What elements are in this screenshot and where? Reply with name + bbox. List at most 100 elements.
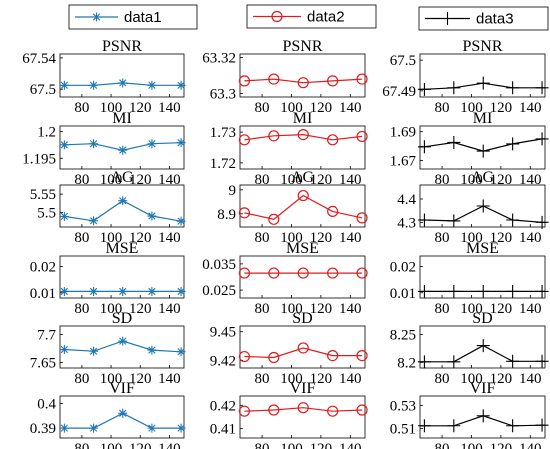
x-tick-label: 80: [255, 441, 270, 449]
data-point: [89, 346, 99, 356]
panel-title: PSNR: [102, 38, 142, 55]
y-tick-label: 7.7: [37, 327, 56, 343]
x-tick-label: 140: [158, 301, 181, 317]
data-point: [417, 213, 431, 227]
data-point: [327, 405, 339, 417]
x-tick-label: 140: [158, 172, 181, 188]
panel-psnr-data2: PSNR 63.32 63.3 80 100 120 140: [202, 38, 368, 116]
data-point: [476, 409, 490, 423]
data-point: [297, 267, 309, 279]
plot-frame: [419, 395, 546, 439]
legend-marker: [92, 12, 101, 22]
panel-mse-data3: MSE 0.02 0.01 80 100 120 140: [390, 240, 549, 317]
data-point: [89, 139, 99, 149]
data-point: [297, 77, 309, 89]
data-point: [118, 145, 128, 155]
x-tick-label: 140: [339, 441, 362, 449]
x-tick-label: 80: [74, 100, 89, 116]
data-point: [268, 130, 280, 142]
data-point: [506, 284, 520, 298]
data-point: [118, 78, 128, 88]
y-tick-label: 0.035: [202, 257, 236, 273]
data-point: [447, 214, 461, 228]
series-line: [420, 344, 545, 363]
data-point: [238, 75, 251, 87]
panel-title: VIF: [470, 380, 496, 397]
x-tick-label: 120: [490, 441, 513, 449]
y-tick-label: 63.32: [202, 51, 236, 67]
panel-vif-data1: VIF 0.4 0.39 80 100 120 140: [30, 380, 186, 449]
x-tick-label: 140: [158, 441, 181, 449]
y-tick-label: 9.42: [210, 353, 236, 369]
x-tick-label: 80: [435, 301, 450, 317]
y-tick-label: 9: [229, 183, 237, 199]
x-tick-label: 140: [519, 301, 542, 317]
y-tick-label: 0.02: [390, 260, 416, 276]
data-point: [535, 215, 549, 229]
data-point: [417, 140, 431, 154]
data-point: [89, 216, 99, 226]
plot-frame: [239, 395, 366, 439]
x-tick-label: 140: [158, 100, 181, 116]
data-point: [447, 355, 461, 369]
x-tick-label: 100: [460, 371, 483, 387]
y-tick-label: 67.49: [382, 84, 416, 100]
x-tick-label: 120: [129, 441, 152, 449]
x-tick-label: 80: [255, 301, 270, 317]
panel-title: MI: [293, 110, 313, 127]
y-tick-label: 0.01: [390, 286, 416, 302]
y-tick-label: 0.01: [30, 286, 56, 302]
x-tick-label: 120: [310, 441, 333, 449]
x-tick-label: 100: [280, 230, 303, 246]
x-tick-label: 120: [129, 301, 152, 317]
panel-psnr-data1: PSNR 67.54 67.5 80 100 120 140: [22, 38, 186, 116]
y-tick-label: 1.72: [210, 156, 236, 172]
x-tick-label: 100: [280, 100, 303, 116]
data-point: [327, 205, 339, 217]
y-tick-label: 4.3: [397, 215, 416, 231]
x-tick-label: 100: [100, 172, 123, 188]
data-point: [59, 286, 69, 296]
panel-mse-data1: MSE 0.02 0.01 80 100 120 140: [30, 240, 186, 317]
y-tick-label: 0.53: [390, 398, 416, 414]
panel-title: PSNR: [462, 38, 502, 55]
data-point: [327, 349, 339, 362]
data-point: [89, 423, 99, 433]
panel-vif-data3: VIF 0.53 0.51 80 100 120 140: [390, 380, 549, 449]
y-tick-label: 8.2: [397, 355, 416, 371]
x-tick-label: 80: [435, 100, 450, 116]
x-tick-label: 100: [460, 301, 483, 317]
legend-item-data3: data3: [418, 6, 549, 31]
legend-marker: [441, 12, 454, 25]
data-point: [356, 130, 368, 143]
series-line: [244, 194, 363, 220]
data-point: [476, 76, 490, 90]
x-tick-label: 120: [490, 301, 513, 317]
y-tick-label: 0.41: [210, 422, 236, 438]
x-tick-label: 80: [435, 230, 450, 246]
plot-frame: [239, 125, 366, 170]
data-point: [147, 211, 157, 221]
x-tick-label: 120: [129, 172, 152, 188]
data-point: [535, 284, 549, 298]
data-point: [535, 418, 549, 432]
x-tick-label: 100: [460, 230, 483, 246]
plot-frame: [419, 184, 546, 228]
y-tick-label: 9.45: [210, 325, 236, 341]
data-point: [147, 345, 157, 355]
panel-title: AG: [291, 169, 315, 186]
data-point: [147, 423, 157, 433]
y-tick-label: 0.025: [202, 283, 236, 299]
x-tick-label: 80: [74, 371, 89, 387]
plot-frame: [59, 395, 185, 439]
panel-mse-data2: MSE 0.035 0.025 80 100 120 140: [202, 240, 368, 317]
plot-frame: [419, 53, 546, 98]
data-point: [268, 404, 280, 416]
data-point: [506, 137, 520, 151]
data-point: [118, 196, 128, 206]
series-line: [420, 415, 545, 427]
legend-label: data1: [124, 9, 162, 26]
x-tick-label: 120: [310, 371, 333, 387]
panel-mi-data1: MI 1.2 1.195 80 100 120 140: [22, 110, 186, 188]
x-tick-label: 80: [74, 301, 89, 317]
